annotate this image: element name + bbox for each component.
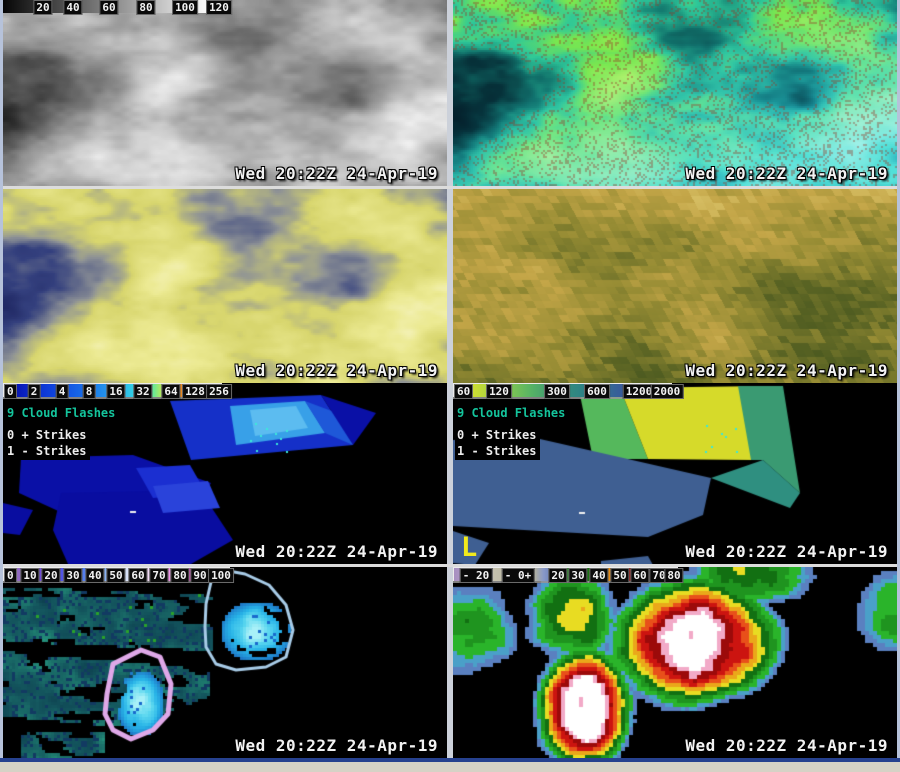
timestamp: Wed 20:22Z 24-Apr-19 [685, 542, 888, 561]
colorbar-label: 32 [133, 384, 153, 399]
flash-area-colorbar[interactable]: 60 120 300 600 1200 2000 [453, 383, 684, 399]
radar-reflectivity-image [453, 567, 897, 758]
probability-colorbar[interactable]: 0 10 20 30 40 50 60 70 80 90 100 [3, 567, 234, 583]
low-pressure-marker: L [461, 532, 478, 563]
panel-satellite-lowres-ir[interactable]: Wed 20:22Z 24-Apr-19 [453, 189, 897, 383]
panel-satellite-green-rgb[interactable]: Wed 20:22Z 24-Apr-19 [453, 0, 897, 186]
colorbar-label: 4 [55, 384, 69, 399]
colorbar-label: 300 [544, 384, 570, 399]
colorbar-label: 50 [610, 568, 630, 583]
timestamp: Wed 20:22Z 24-Apr-19 [235, 542, 438, 561]
probability-field-image [3, 567, 447, 758]
colorbar-label: 50 [106, 568, 126, 583]
colorbar-label: 40 [589, 568, 609, 583]
timestamp: Wed 20:22Z 24-Apr-19 [235, 361, 438, 380]
colorbar-label: 2000 [650, 384, 684, 399]
panel-glm-average-flash-area[interactable]: 60 120 300 600 1200 2000 9 Cloud Flashes 0 + … [453, 383, 897, 564]
satellite-grayscale-image [3, 0, 447, 186]
colorbar-label: 80 [664, 568, 684, 583]
colorbar-label: 0 [4, 384, 17, 399]
colorbar-label: 8 [82, 384, 96, 399]
window-bottom-edge [0, 758, 900, 762]
cloud-flashes-label: 9 Cloud Flashes [455, 405, 570, 422]
colorbar-label: 30 [63, 568, 83, 583]
panel-satellite-grayscale[interactable]: 20 40 60 80 100 120 Wed 20:22Z 24-Apr-19 [3, 0, 447, 186]
timestamp: Wed 20:22Z 24-Apr-19 [235, 164, 438, 183]
panel-satellite-yellow-rgb[interactable]: Wed 20:22Z 24-Apr-19 [3, 189, 447, 383]
colorbar-label: 2 [27, 384, 41, 399]
panel-glm-flash-extent-density[interactable]: 0 2 4 8 16 32 64 128 256 9 Cloud Flashes 0 + Str… [3, 383, 447, 564]
colorbar-label: 80 [136, 0, 156, 15]
colorbar-label: 1200 [622, 384, 656, 399]
colorbar-label: - 0+ [501, 568, 535, 583]
colorbar-label: 16 [106, 384, 126, 399]
colorbar-label: 20 [548, 568, 568, 583]
colorbar-label: 0 [4, 568, 17, 583]
cloud-flashes-label: 9 Cloud Flashes [5, 405, 120, 422]
negative-strikes-label: 1 - Strikes [455, 443, 541, 460]
colorbar-label: 70 [149, 568, 169, 583]
colorbar-label: 60 [99, 0, 119, 15]
colorbar-label: 128 [182, 384, 208, 399]
colorbar-label: 100 [208, 568, 234, 583]
timestamp: Wed 20:22Z 24-Apr-19 [685, 361, 888, 380]
timestamp: Wed 20:22Z 24-Apr-19 [685, 164, 888, 183]
colorbar-label: 80 [170, 568, 190, 583]
row-divider-3 [3, 564, 897, 567]
window-bottom-strip[interactable] [0, 762, 900, 772]
vis-colorbar[interactable]: 20 40 60 80 100 120 [3, 0, 232, 15]
timestamp: Wed 20:22Z 24-Apr-19 [685, 736, 888, 755]
colorbar-label: 256 [206, 384, 232, 399]
colorbar-label: 60 [454, 384, 474, 399]
colorbar-label: 70 [649, 568, 669, 583]
positive-strikes-label: 0 + Strikes [5, 427, 91, 444]
negative-strikes-label: 1 - Strikes [5, 443, 91, 460]
colorbar-label: 120 [486, 384, 512, 399]
colorbar-label: 64 [161, 384, 181, 399]
column-divider [447, 0, 453, 758]
colorbar-label: 20 [33, 0, 53, 15]
satellite-green-rgb-image [453, 0, 897, 186]
colorbar-label: 60 [128, 568, 148, 583]
row-divider-1 [3, 186, 897, 189]
panel-probability-contours[interactable]: 0 10 20 30 40 50 60 70 80 90 100 Wed 20:22Z 24-Apr… [3, 567, 447, 758]
colorbar-label: 30 [568, 568, 588, 583]
colorbar-label: 90 [190, 568, 210, 583]
colorbar-label: 10 [20, 568, 40, 583]
positive-strikes-label: 0 + Strikes [455, 427, 541, 444]
colorbar-label: - 20 [459, 568, 493, 583]
reflectivity-colorbar[interactable]: - 20 - 0+ 20 30 40 50 60 70 80 [453, 567, 684, 583]
satellite-lowres-ir-image [453, 189, 897, 383]
colorbar-label: 100 [172, 0, 198, 15]
satellite-yellow-rgb-image [3, 189, 447, 383]
colorbar-label: 40 [63, 0, 83, 15]
flash-density-colorbar[interactable]: 0 2 4 8 16 32 64 128 256 [3, 383, 232, 399]
panel-radar-reflectivity[interactable]: - 20 - 0+ 20 30 40 50 60 70 80 Wed 20:22Z 24-Apr… [453, 567, 897, 758]
colorbar-label: 120 [206, 0, 232, 15]
timestamp: Wed 20:22Z 24-Apr-19 [235, 736, 438, 755]
colorbar-label: 20 [41, 568, 61, 583]
colorbar-label: 40 [85, 568, 105, 583]
colorbar-label: 600 [584, 384, 610, 399]
colorbar-label: 60 [630, 568, 650, 583]
